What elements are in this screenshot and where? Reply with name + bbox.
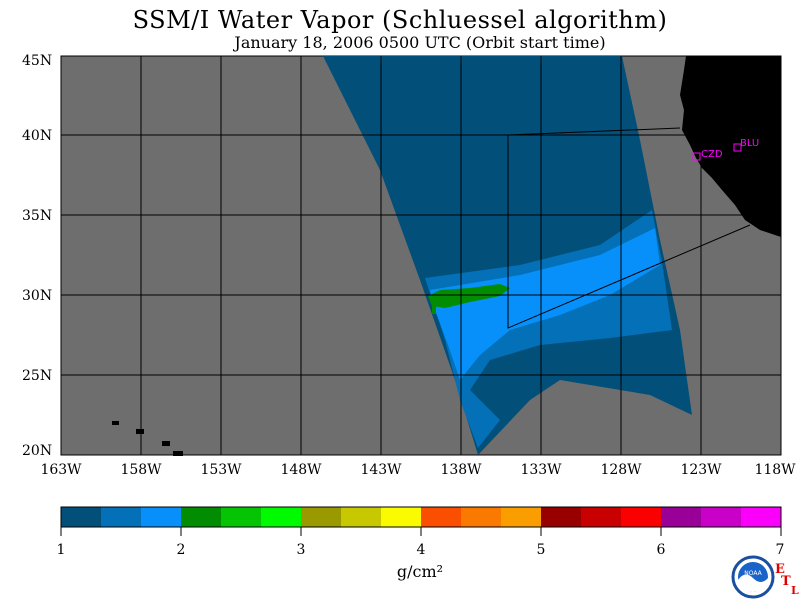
colorbar-segment bbox=[61, 507, 102, 527]
grid-lines bbox=[61, 56, 781, 455]
station-marker-blu bbox=[733, 143, 742, 152]
colorbar-segment bbox=[301, 507, 342, 527]
swath-green-pixel bbox=[432, 306, 436, 314]
swath-light-blue bbox=[430, 228, 660, 380]
colorbar-segment bbox=[141, 507, 182, 527]
colorbar-segment bbox=[421, 507, 462, 527]
lon-label: 148W bbox=[280, 462, 322, 478]
station-label-czd: CZD bbox=[701, 149, 723, 160]
island-hawaii-2 bbox=[136, 429, 144, 434]
colorbar-segment bbox=[701, 507, 742, 527]
lat-label: 20N bbox=[22, 443, 53, 459]
noaa-logo-text: NOAA bbox=[744, 570, 762, 577]
lat-label: 25N bbox=[22, 368, 53, 384]
trajectory-outline bbox=[507, 127, 681, 136]
map-subtitle: January 18, 2006 0500 UTC (Orbit start t… bbox=[234, 33, 606, 52]
swath-green-patch bbox=[428, 284, 510, 308]
colorbar-segment bbox=[181, 507, 222, 527]
station-marker-czd bbox=[692, 152, 701, 161]
colorbar-segment bbox=[341, 507, 382, 527]
lon-label: 153W bbox=[200, 462, 242, 478]
colorbar-tick-label: 5 bbox=[536, 542, 546, 558]
lat-label: 40N bbox=[22, 128, 53, 144]
island-hawaii-1 bbox=[112, 421, 119, 425]
lon-label: 133W bbox=[520, 462, 562, 478]
colorbar-tick-label: 1 bbox=[56, 542, 66, 558]
colorbar-segment bbox=[741, 507, 782, 527]
colorbar-segment bbox=[221, 507, 262, 527]
lon-label: 128W bbox=[600, 462, 642, 478]
etl-letter-t: T bbox=[781, 574, 791, 589]
lon-label: 163W bbox=[40, 462, 82, 478]
lat-label: 35N bbox=[22, 208, 53, 224]
etl-letter-l: L bbox=[791, 584, 799, 597]
lon-label: 158W bbox=[120, 462, 162, 478]
colorbar-segment bbox=[501, 507, 542, 527]
trajectory-outline-lower bbox=[507, 135, 751, 329]
colorbar bbox=[61, 507, 782, 527]
colorbar-segment bbox=[381, 507, 422, 527]
lon-label: 118W bbox=[754, 462, 796, 478]
colorbar-segment bbox=[581, 507, 622, 527]
map-title: SSM/I Water Vapor (Schluessel algorithm) bbox=[132, 6, 668, 34]
colorbar-segment bbox=[461, 507, 502, 527]
colorbar-tick-label: 2 bbox=[176, 542, 186, 558]
colorbar-tick-label: 3 bbox=[296, 542, 306, 558]
colorbar-tick-label: 6 bbox=[656, 542, 666, 558]
colorbar-segment bbox=[101, 507, 142, 527]
colorbar-segment bbox=[261, 507, 302, 527]
lat-label: 45N bbox=[22, 53, 53, 69]
station-label-blu: BLU bbox=[740, 138, 759, 149]
colorbar-tick-label: 4 bbox=[416, 542, 426, 558]
colorbar-segment bbox=[661, 507, 702, 527]
lon-label: 143W bbox=[360, 462, 402, 478]
island-hawaii-4 bbox=[173, 451, 183, 456]
lon-label: 138W bbox=[440, 462, 482, 478]
colorbar-unit: g/cm² bbox=[396, 562, 444, 581]
colorbar-segment bbox=[621, 507, 662, 527]
lat-label: 30N bbox=[22, 288, 53, 304]
land-north-america bbox=[680, 56, 781, 237]
colorbar-segment bbox=[541, 507, 582, 527]
colorbar-tick-label: 7 bbox=[775, 542, 785, 558]
island-hawaii-3 bbox=[162, 441, 170, 446]
etl-letter-e: E bbox=[775, 562, 785, 577]
lon-label: 123W bbox=[680, 462, 722, 478]
